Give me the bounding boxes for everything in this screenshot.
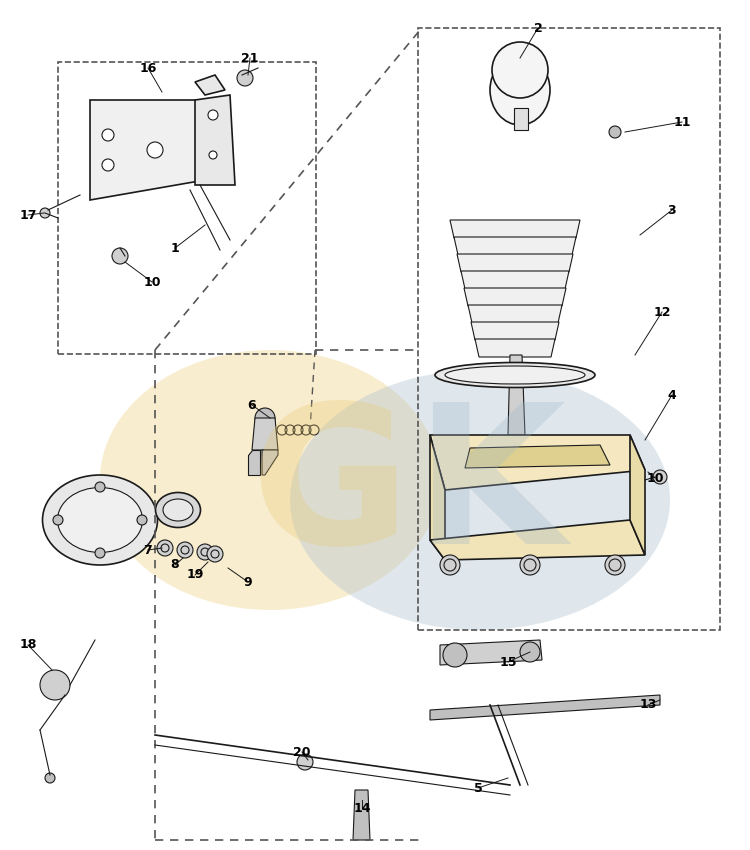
Polygon shape [430,520,645,560]
Polygon shape [248,450,260,475]
Text: 16: 16 [140,61,157,75]
Circle shape [53,515,63,525]
Polygon shape [440,640,542,665]
Text: 14: 14 [353,802,370,814]
Ellipse shape [445,366,585,384]
Bar [418,28,720,630]
Text: 11: 11 [674,116,691,128]
Polygon shape [471,322,559,340]
Ellipse shape [58,488,142,552]
Circle shape [157,540,173,556]
Polygon shape [430,435,645,490]
Text: 9: 9 [244,575,252,588]
Polygon shape [461,271,569,289]
Polygon shape [508,355,525,435]
Text: 7: 7 [144,543,152,557]
Polygon shape [465,445,610,468]
Text: 3: 3 [668,203,676,217]
Text: G: G [251,396,410,584]
Text: 1: 1 [170,241,179,254]
Ellipse shape [100,350,440,610]
Circle shape [255,408,275,428]
Text: 21: 21 [242,52,259,65]
Circle shape [653,470,667,484]
Ellipse shape [43,475,158,565]
Text: 12: 12 [653,305,670,319]
Circle shape [207,546,223,562]
Text: 18: 18 [20,638,37,651]
Circle shape [102,129,114,141]
Text: 4: 4 [668,388,676,401]
Circle shape [197,544,213,560]
Polygon shape [450,220,580,238]
Circle shape [102,159,114,171]
Circle shape [40,670,70,700]
Circle shape [443,643,467,667]
Text: K: K [415,396,566,584]
Text: 15: 15 [500,655,517,668]
Circle shape [492,42,548,98]
Bar [58,62,316,354]
Circle shape [147,142,163,158]
Text: 20: 20 [293,745,310,758]
Polygon shape [454,237,576,255]
Ellipse shape [435,362,595,388]
Polygon shape [430,695,660,720]
Polygon shape [90,100,205,200]
Circle shape [45,773,55,783]
Circle shape [209,151,217,159]
Ellipse shape [155,492,200,528]
Circle shape [237,70,253,86]
Polygon shape [195,95,235,185]
Ellipse shape [490,55,550,125]
Polygon shape [252,418,278,450]
Polygon shape [630,435,645,555]
Circle shape [208,110,218,120]
Text: 19: 19 [186,569,204,581]
Text: 5: 5 [474,781,482,795]
Circle shape [95,548,105,558]
Circle shape [177,542,193,558]
Polygon shape [457,254,573,272]
Circle shape [137,515,147,525]
Polygon shape [262,450,278,475]
Ellipse shape [163,499,193,521]
Text: 17: 17 [20,208,37,222]
Circle shape [440,555,460,575]
Circle shape [40,208,50,218]
Circle shape [95,482,105,492]
Text: 13: 13 [639,699,657,711]
Polygon shape [353,790,370,840]
Polygon shape [514,108,528,130]
Text: 10: 10 [143,275,160,288]
Circle shape [605,555,625,575]
Circle shape [520,555,540,575]
Text: 6: 6 [248,399,256,411]
Circle shape [297,754,313,770]
Ellipse shape [290,370,670,630]
Polygon shape [464,288,566,306]
Polygon shape [430,435,445,560]
Polygon shape [475,339,555,357]
Circle shape [112,248,128,264]
Polygon shape [468,305,562,323]
Text: 10: 10 [646,472,664,484]
Text: 8: 8 [171,558,179,571]
Circle shape [520,642,540,662]
Polygon shape [195,75,225,95]
Text: 2: 2 [534,21,542,35]
Circle shape [609,126,621,138]
